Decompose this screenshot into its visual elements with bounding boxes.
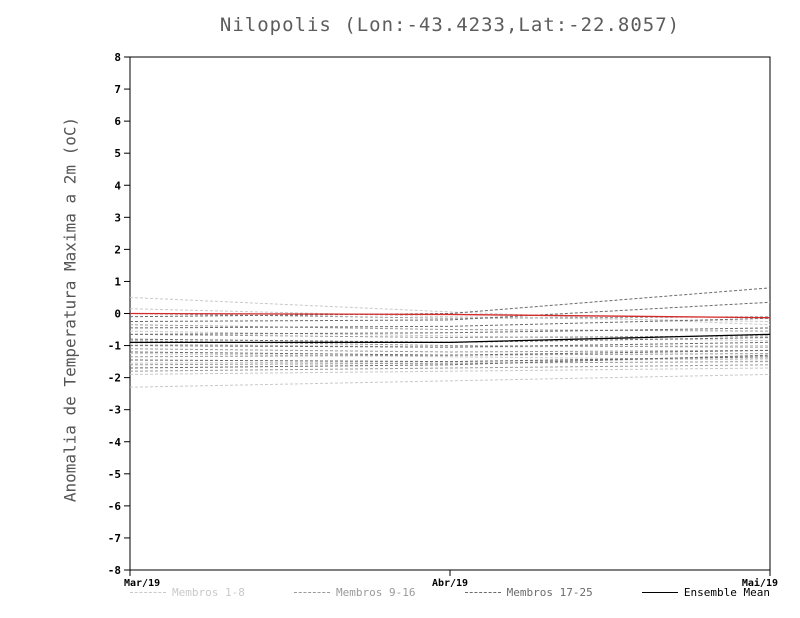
y-tick-label: -3: [108, 404, 121, 417]
y-tick-label: -4: [108, 436, 122, 449]
y-tick-label: -7: [108, 532, 121, 545]
legend: Membros 1-8 Membros 9-16 Membros 17-25 Ense…: [130, 586, 770, 599]
x-tick-label: Mai/19: [742, 577, 778, 589]
series-line-membros-17-25: [129, 349, 771, 356]
legend-item-ensemble-mean: Ensemble Mean: [641, 586, 770, 599]
y-tick-label: -5: [108, 468, 121, 481]
y-tick-label: 0: [114, 308, 121, 321]
series-line-membros-1-8: [129, 330, 771, 342]
y-tick-label: 5: [114, 147, 121, 160]
series-line-membros-1-8: [129, 353, 771, 361]
legend-line-sample: [641, 592, 678, 593]
legend-line-sample: [294, 592, 331, 593]
series-line-reference: [129, 312, 771, 319]
y-tick-label: 4: [114, 179, 121, 192]
legend-item-membros-9-16: Membros 9-16: [294, 586, 416, 599]
legend-label: Membros 1-8: [172, 586, 245, 599]
series-line-membros-1-8: [129, 308, 771, 323]
y-tick-label: 1: [114, 275, 121, 288]
legend-item-membros-1-8: Membros 1-8: [130, 586, 245, 599]
series-line-membros-9-16: [129, 348, 771, 353]
y-tick-label: 8: [114, 51, 121, 64]
y-tick-label: -8: [108, 564, 121, 577]
series-line-membros-17-25: [129, 287, 771, 318]
legend-item-membros-17-25: Membros 17-25: [464, 586, 593, 599]
series-line-membros-1-8: [129, 373, 771, 388]
series-line-membros-17-25: [129, 337, 771, 343]
series-line-membros-17-25: [129, 317, 771, 329]
series-line-membros-17-25: [129, 327, 771, 335]
legend-line-sample: [464, 592, 501, 593]
y-tick-label: 3: [114, 211, 121, 224]
y-tick-label: 6: [114, 115, 121, 128]
series-line-membros-9-16: [129, 333, 771, 339]
series-line-membros-17-25: [129, 301, 771, 323]
y-tick-label: -1: [108, 340, 122, 353]
series-line-membros-17-25: [129, 354, 771, 369]
legend-label: Ensemble Mean: [683, 586, 770, 599]
x-tick-label: Abr/19: [432, 578, 468, 589]
series-line-membros-9-16: [129, 364, 771, 372]
y-tick-label: 7: [114, 83, 121, 96]
series-line-membros-1-8: [129, 367, 771, 375]
series-line-ensemble-mean: [130, 333, 771, 344]
legend-label: Membros 17-25: [506, 586, 593, 599]
series-line-membros-9-16: [129, 361, 771, 366]
y-tick-label: -6: [108, 500, 122, 513]
series-line-membros-9-16: [129, 324, 771, 332]
series-line-membros-17-25: [129, 356, 771, 363]
y-tick-label: -2: [108, 372, 121, 385]
series-line-membros-9-16: [129, 313, 771, 319]
x-tick-label: Mar/19: [124, 578, 160, 589]
y-tick-label: 2: [114, 243, 121, 256]
chart-title: Nilopolis (Lon:-43.4233,Lat:-22.8057): [219, 14, 681, 36]
legend-label: Membros 9-16: [336, 586, 416, 599]
series-line-membros-1-8: [129, 296, 771, 326]
series-line-membros-17-25: [129, 341, 771, 348]
legend-line-sample: [130, 592, 166, 593]
